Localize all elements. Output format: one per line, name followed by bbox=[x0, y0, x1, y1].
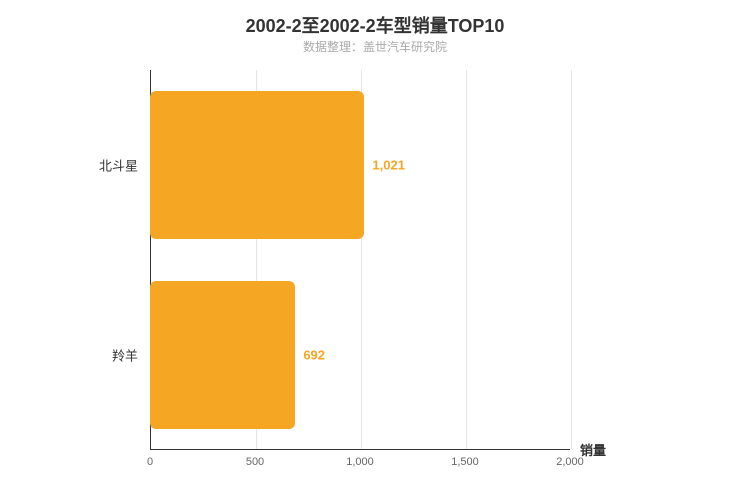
gridline bbox=[466, 70, 467, 449]
x-tick-label: 0 bbox=[147, 456, 153, 468]
y-tick-label: 北斗星 bbox=[0, 156, 138, 175]
bar bbox=[150, 281, 295, 429]
x-axis-title: 销量 bbox=[580, 440, 606, 459]
chart-container: 2002-2至2002-2车型销量TOP10 数据整理：盖世汽车研究院 销量 0… bbox=[0, 0, 750, 500]
chart-subtitle: 数据整理：盖世汽车研究院 bbox=[0, 38, 750, 55]
bar-value-label: 1,021 bbox=[372, 158, 405, 173]
x-tick-label: 1,500 bbox=[451, 456, 479, 468]
x-tick-label: 2,000 bbox=[556, 456, 584, 468]
x-tick-label: 1,000 bbox=[346, 456, 374, 468]
chart-title: 2002-2至2002-2车型销量TOP10 bbox=[0, 12, 750, 38]
bar bbox=[150, 91, 364, 239]
x-tick-label: 500 bbox=[246, 456, 264, 468]
bar-value-label: 692 bbox=[303, 348, 325, 363]
y-tick-label: 羚羊 bbox=[0, 346, 138, 365]
gridline bbox=[571, 70, 572, 449]
